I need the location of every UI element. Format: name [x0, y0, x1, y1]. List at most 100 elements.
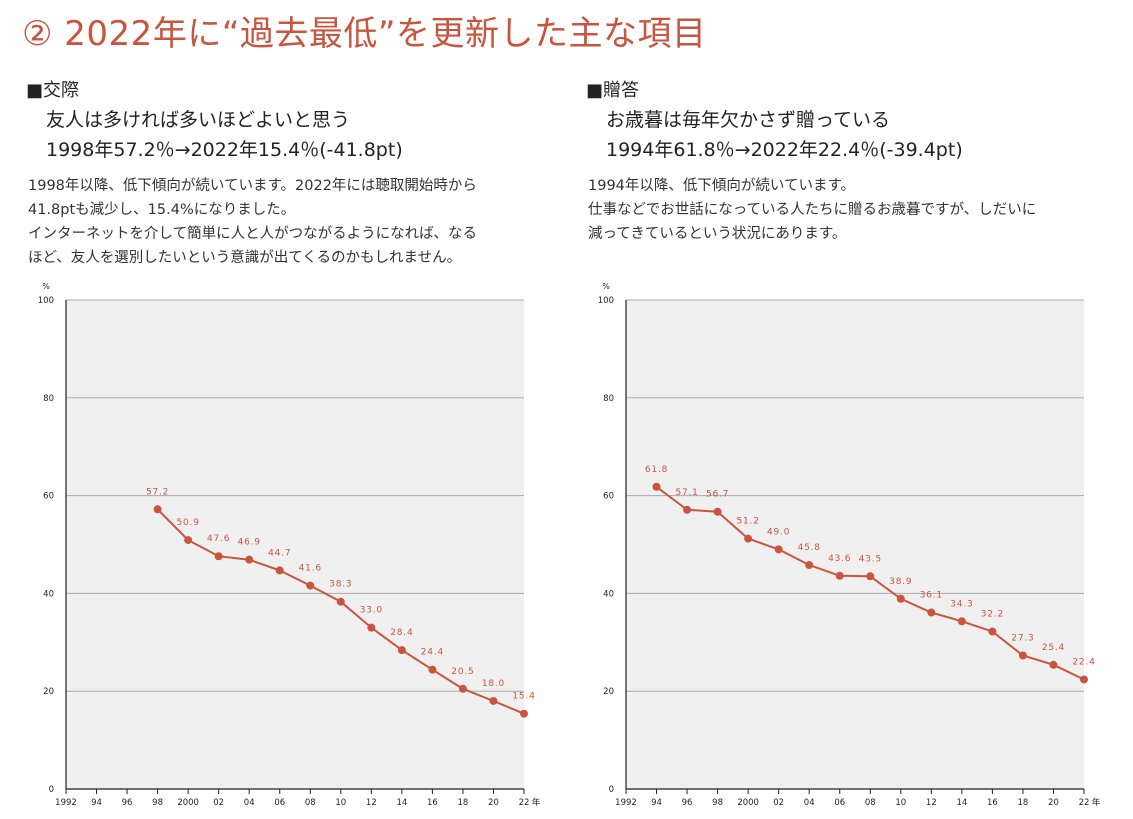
data-point: [275, 566, 284, 575]
data-label: 44.7: [268, 548, 291, 558]
x-tick-label: 1992: [615, 798, 637, 808]
data-label: 45.8: [798, 543, 821, 553]
description-line: 仕事などでお世話になっている人たちに贈るお歳暮ですが、しだいに: [588, 202, 1037, 218]
data-point: [988, 627, 997, 636]
data-label: 38.3: [329, 580, 352, 590]
y-unit-label: %: [602, 282, 610, 291]
x-tick-label: 22: [519, 798, 530, 808]
data-point: [336, 597, 345, 606]
survey-item-change: 1998年57.2％→2022年15.4％(-41.8pt): [46, 139, 403, 161]
y-tick-label: 0: [609, 785, 614, 795]
x-tick-label: 20: [1048, 798, 1059, 808]
x-tick-label: 96: [122, 798, 133, 808]
data-label: 51.2: [737, 517, 760, 527]
data-point: [214, 552, 223, 561]
data-label: 49.0: [767, 527, 790, 537]
data-label: 15.4: [512, 692, 535, 702]
x-tick-label: 14: [396, 798, 407, 808]
x-tick-label: 96: [682, 798, 693, 808]
x-tick-label: 06: [274, 798, 285, 808]
data-point: [683, 505, 692, 514]
x-tick-label: 02: [773, 798, 784, 808]
description-line: 41.8ptも減少し、15.4%になりました。: [28, 202, 296, 218]
x-unit-label: 年: [1092, 797, 1101, 808]
data-point: [306, 581, 315, 590]
data-point: [805, 561, 814, 570]
x-tick-label: 10: [895, 798, 906, 808]
data-point: [652, 482, 661, 491]
y-tick-label: 100: [598, 296, 614, 306]
x-tick-label: 08: [865, 798, 876, 808]
y-tick-label: 20: [43, 687, 54, 697]
data-label: 34.3: [950, 599, 973, 609]
data-point: [428, 665, 437, 674]
data-point: [1080, 675, 1088, 684]
data-point: [896, 594, 905, 603]
description-line: インターネットを介して簡単に人と人がつながるようになれば、なる: [28, 226, 478, 242]
page-title: ② 2022年に“過去最低”を更新した主な項目: [22, 14, 707, 54]
plot-area: [626, 300, 1084, 789]
x-tick-label: 08: [305, 798, 316, 808]
data-label: 43.6: [828, 554, 851, 564]
section-heading: ■交際: [26, 80, 80, 101]
line-chart-gift: 0 20 40 60 80 100% 1992 94 96 98 2000 02 04 06 08 10 12 1…: [598, 282, 1101, 808]
y-tick-label: 80: [603, 394, 614, 404]
data-label: 18.0: [482, 679, 505, 689]
data-point: [927, 608, 936, 617]
x-tick-label: 98: [712, 798, 723, 808]
data-label: 57.2: [146, 487, 169, 497]
data-point: [835, 571, 844, 580]
data-point: [774, 545, 783, 554]
x-tick-label: 18: [458, 798, 469, 808]
x-tick-label: 10: [335, 798, 346, 808]
x-tick-label: 14: [956, 798, 967, 808]
data-label: 32.2: [981, 610, 1004, 620]
y-tick-label: 60: [603, 492, 614, 502]
data-point: [458, 684, 467, 693]
data-label: 57.1: [675, 488, 698, 498]
data-point: [153, 505, 162, 514]
data-point: [489, 696, 498, 705]
x-tick-label: 04: [244, 798, 255, 808]
data-label: 43.5: [859, 554, 882, 564]
y-unit-label: %: [42, 282, 50, 291]
description-line: 減ってきているという状況にあります。: [588, 226, 847, 242]
data-label: 47.6: [207, 534, 230, 544]
x-tick-label: 2000: [737, 798, 759, 808]
plot-area: [66, 300, 524, 789]
data-label: 36.1: [920, 590, 943, 600]
x-tick-label: 16: [987, 798, 998, 808]
x-tick-label: 1992: [55, 798, 77, 808]
data-label: 61.8: [645, 465, 668, 475]
data-point: [744, 534, 753, 543]
y-tick-label: 40: [603, 589, 614, 599]
data-point: [1018, 651, 1027, 660]
data-point: [245, 555, 254, 564]
description-line: 1994年以降、低下傾向が続いています。: [588, 178, 856, 194]
data-label: 56.7: [706, 490, 729, 500]
data-point: [397, 646, 406, 655]
data-label: 41.6: [299, 564, 322, 574]
data-label: 46.9: [238, 538, 261, 548]
x-tick-label: 16: [427, 798, 438, 808]
data-point: [184, 536, 193, 545]
x-tick-label: 94: [91, 798, 102, 808]
x-tick-label: 2000: [177, 798, 199, 808]
data-label: 27.3: [1011, 634, 1034, 644]
description-line: 1998年以降、低下傾向が続いています。2022年には聴取開始時から: [28, 178, 477, 194]
y-tick-label: 40: [43, 589, 54, 599]
x-tick-label: 12: [366, 798, 377, 808]
survey-item-text: 友人は多ければ多いほどよいと思う: [46, 109, 351, 131]
section-heading: ■贈答: [586, 80, 640, 101]
x-unit-label: 年: [532, 797, 541, 808]
data-label: 20.5: [451, 667, 474, 677]
x-tick-label: 18: [1018, 798, 1029, 808]
x-tick-label: 06: [834, 798, 845, 808]
description: 1998年以降、低下傾向が続いています。2022年には聴取開始時から 41.8p…: [28, 174, 568, 270]
data-label: 33.0: [360, 606, 383, 616]
survey-item-text: お歳暮は毎年欠かさず贈っている: [606, 109, 891, 131]
panel-gift: ■贈答 お歳暮は毎年欠かさず贈っている 1994年61.8％→2022年22.4…: [586, 70, 1126, 819]
y-tick-label: 80: [43, 394, 54, 404]
data-point: [713, 507, 722, 516]
line-chart-friendship: 0 20 40 60 80 100% 1992 94 96 98 2000 02 04 06 08 10 12 1…: [38, 282, 541, 808]
